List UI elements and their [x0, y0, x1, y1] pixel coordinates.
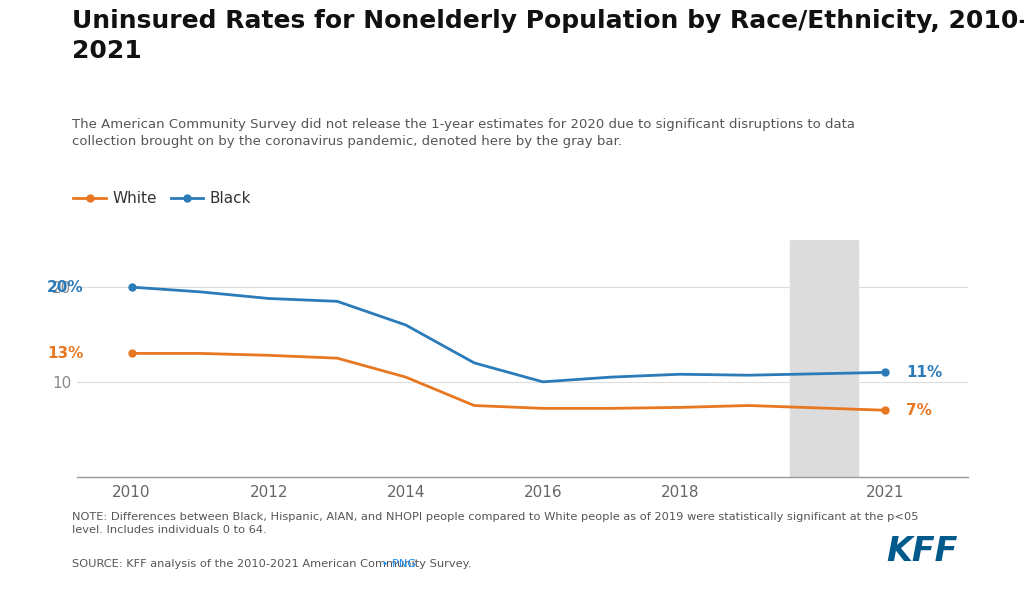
Bar: [790, 240, 858, 477]
Text: 20%: 20%: [47, 279, 84, 295]
Text: The American Community Survey did not release the 1-year estimates for 2020 due : The American Community Survey did not re…: [72, 118, 855, 149]
Text: SOURCE: KFF analysis of the 2010-2021 American Community Survey.: SOURCE: KFF analysis of the 2010-2021 Am…: [72, 559, 471, 570]
Text: 11%: 11%: [906, 365, 942, 380]
Text: Uninsured Rates for Nonelderly Population by Race/Ethnicity, 2010-
2021: Uninsured Rates for Nonelderly Populatio…: [72, 9, 1024, 63]
Text: 13%: 13%: [47, 346, 84, 361]
Text: KFF: KFF: [886, 535, 957, 568]
Text: 7%: 7%: [906, 403, 932, 418]
Text: White: White: [113, 191, 157, 206]
Text: NOTE: Differences between Black, Hispanic, AIAN, and NHOPI people compared to Wh: NOTE: Differences between Black, Hispani…: [72, 512, 919, 535]
Text: Black: Black: [210, 191, 252, 206]
Text: • PNG: • PNG: [378, 559, 416, 570]
